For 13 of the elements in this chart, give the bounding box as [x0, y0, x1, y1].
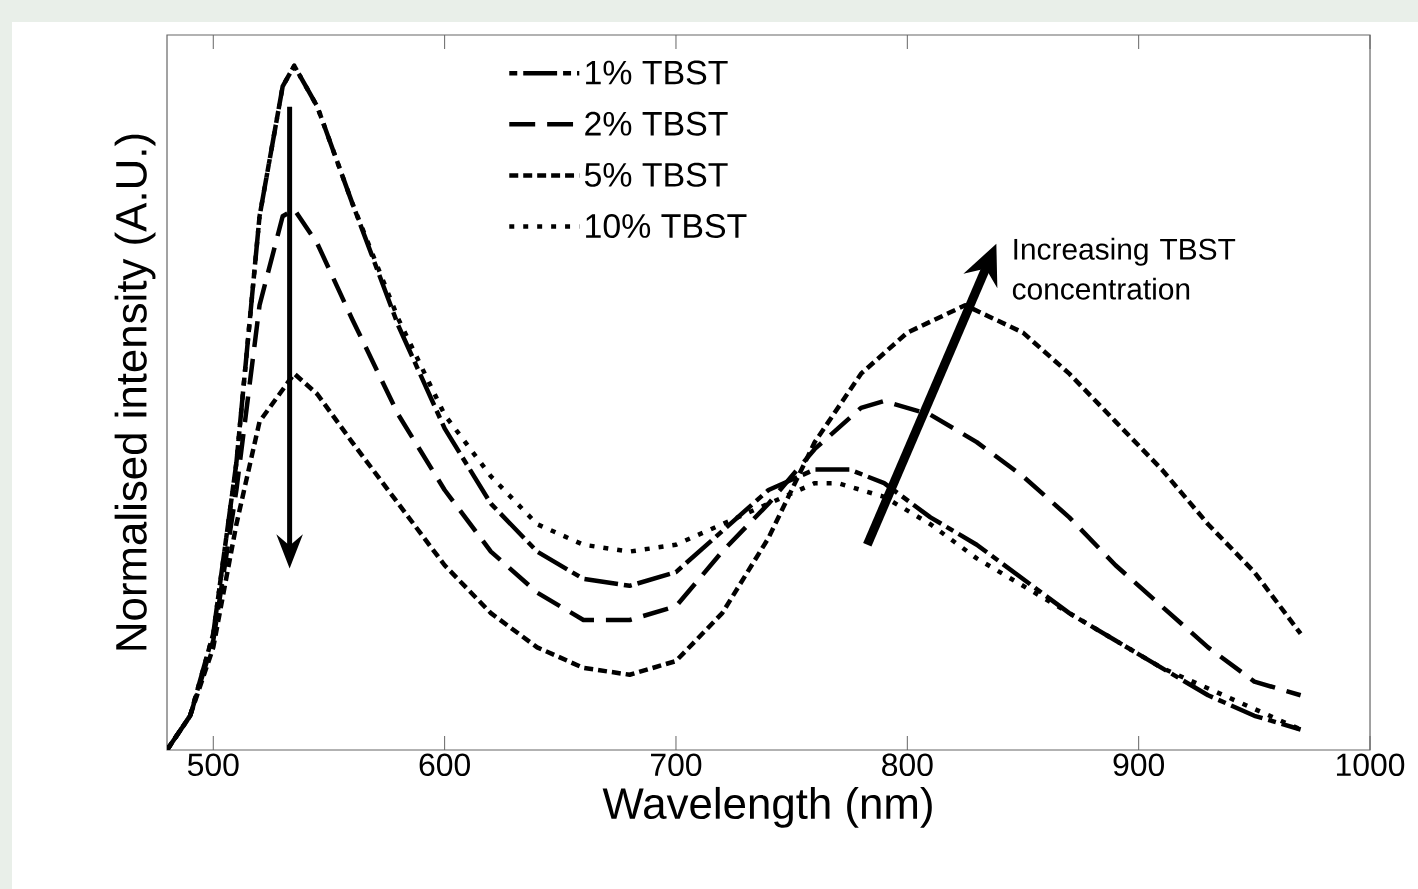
x-axis-title: Wavelength (nm) — [602, 786, 932, 828]
x-tick-label: 600 — [419, 753, 470, 777]
y-axis-title: Normalised intensity (A.U.) — [114, 134, 156, 650]
legend-label: 1% TBST — [586, 60, 728, 85]
legend-label: 5% TBST — [584, 162, 728, 187]
annotation: Increasing TBST concentration — [1012, 237, 1236, 300]
x-tick-label: 900 — [1113, 753, 1165, 777]
legend-label: 2% TBST — [585, 111, 728, 136]
x-tick-label: 500 — [187, 753, 239, 777]
x-tick-label: 1000 — [1336, 753, 1405, 777]
legend-label: 10% TBST — [586, 214, 747, 238]
x-tick-label: 800 — [882, 753, 933, 777]
x-tick-label: 700 — [651, 753, 702, 777]
